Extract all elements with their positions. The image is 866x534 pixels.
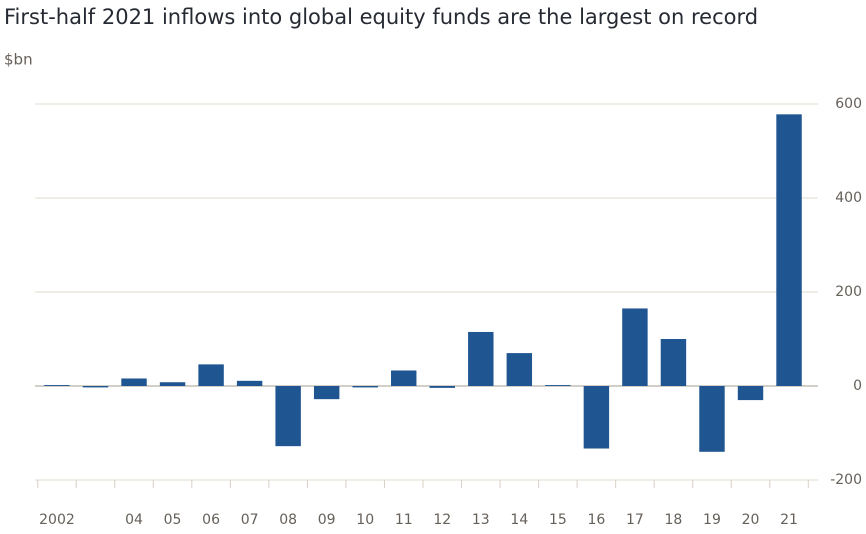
x-tick-label: 13	[472, 512, 490, 528]
bar	[391, 370, 417, 386]
x-tick-label: 19	[703, 512, 721, 528]
x-tick-label: 18	[665, 512, 683, 528]
x-tick-label: 05	[164, 512, 182, 528]
x-tick-label: 09	[318, 512, 336, 528]
x-tick-label: 2002	[39, 512, 75, 528]
x-tick-label: 04	[125, 512, 143, 528]
bar	[121, 378, 147, 386]
bar	[737, 386, 764, 401]
bar	[275, 386, 301, 447]
bar	[313, 386, 340, 400]
x-tick-label: 14	[510, 512, 528, 528]
bar	[699, 386, 725, 452]
bar	[545, 385, 571, 386]
bar	[468, 331, 494, 386]
chart-subtitle: $bn	[4, 51, 33, 69]
bar	[506, 353, 533, 386]
y-tick-label: -200	[830, 472, 862, 488]
y-tick-label: 0	[853, 378, 862, 394]
bar	[622, 308, 648, 386]
x-tick-label: 07	[241, 512, 259, 528]
bar	[776, 114, 802, 386]
x-tick-label: 21	[780, 512, 798, 528]
y-tick-label: 600	[835, 96, 862, 112]
bar	[660, 339, 687, 386]
x-tick-label: 10	[356, 512, 374, 528]
bar	[236, 380, 263, 386]
bar	[159, 382, 186, 386]
x-tick-label: 11	[395, 512, 413, 528]
bar	[198, 364, 224, 386]
bar	[429, 386, 455, 388]
chart-title: First-half 2021 inflows into global equi…	[4, 5, 758, 29]
x-tick-label: 15	[549, 512, 567, 528]
bar	[352, 386, 378, 388]
bar	[44, 385, 70, 386]
x-tick-label: 17	[626, 512, 644, 528]
y-tick-label: 400	[835, 190, 862, 206]
bar	[583, 386, 610, 449]
x-tick-label: 06	[202, 512, 220, 528]
bar	[82, 386, 109, 388]
y-tick-label: 200	[835, 284, 862, 300]
x-tick-label: 16	[587, 512, 605, 528]
x-tick-label: 08	[279, 512, 297, 528]
x-tick-label: 20	[742, 512, 760, 528]
x-tick-label: 12	[433, 512, 451, 528]
